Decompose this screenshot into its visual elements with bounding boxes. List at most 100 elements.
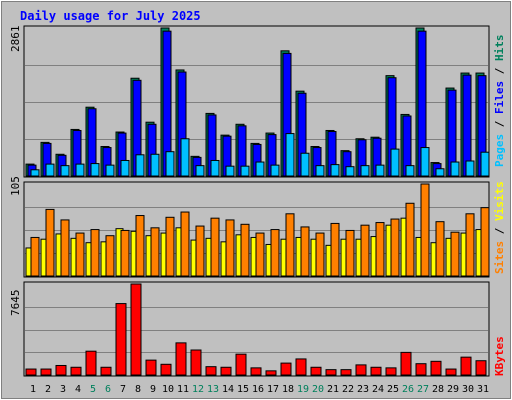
- x-tick-label: 31: [477, 384, 489, 395]
- bar-pages: [135, 154, 145, 177]
- bar-kbytes: [325, 369, 337, 376]
- legend-sites-visits: Sites / Visits: [493, 181, 506, 274]
- x-tick-label: 1: [30, 384, 36, 395]
- x-tick-label: 20: [312, 384, 324, 395]
- bar-pages: [195, 165, 205, 177]
- bar-pages: [405, 165, 415, 177]
- bar-sites: [345, 229, 355, 277]
- x-tick-label: 24: [372, 384, 384, 395]
- bar-pages: [360, 165, 370, 177]
- legend-sites: Sites: [493, 241, 506, 274]
- ymax-label-kbytes: 7645: [9, 290, 22, 317]
- bar-kbytes: [220, 366, 232, 376]
- x-tick-label: 10: [162, 384, 174, 395]
- bar-pages: [165, 151, 175, 177]
- bar-kbytes: [250, 367, 262, 376]
- bar-kbytes: [115, 303, 127, 376]
- bar-sites: [180, 211, 190, 277]
- x-tick-label: 16: [252, 384, 264, 395]
- bar-sites: [435, 221, 445, 277]
- bar-sites: [360, 224, 370, 277]
- x-tick-label: 3: [60, 384, 66, 395]
- bar-pages: [60, 165, 70, 177]
- bar-sites: [45, 208, 55, 277]
- bar-pages: [345, 166, 355, 177]
- bar-sites: [255, 232, 265, 277]
- bar-sites: [420, 183, 430, 277]
- bar-sites: [225, 219, 235, 277]
- x-tick-label: 8: [135, 384, 141, 395]
- x-tick-label: 25: [387, 384, 399, 395]
- bar-sites: [60, 219, 70, 277]
- bar-sites: [195, 225, 205, 277]
- legend-files: Files: [493, 81, 506, 114]
- bar-pages: [285, 133, 295, 177]
- bar-pages: [300, 152, 310, 177]
- bar-kbytes: [340, 369, 352, 376]
- bar-pages: [450, 161, 460, 177]
- bar-sites: [75, 232, 85, 277]
- x-tick-label: 11: [177, 384, 189, 395]
- bar-pages: [210, 159, 220, 177]
- bar-pages: [330, 164, 340, 177]
- x-tick-label: 7: [120, 384, 126, 395]
- bar-kbytes: [70, 366, 82, 376]
- bar-kbytes: [175, 342, 187, 376]
- bar-kbytes: [25, 368, 37, 376]
- legend-hits: Hits: [493, 35, 506, 62]
- bar-pages: [75, 163, 85, 177]
- legend-separator: /: [493, 114, 506, 134]
- bar-kbytes: [205, 366, 217, 376]
- bar-kbytes: [400, 351, 412, 376]
- bar-sites: [480, 207, 490, 277]
- x-tick-label: 15: [237, 384, 249, 395]
- bar-kbytes: [445, 368, 457, 376]
- panel-kbytes: [23, 281, 490, 377]
- bar-pages: [240, 165, 250, 177]
- bar-pages: [150, 153, 160, 177]
- x-tick-label: 21: [327, 384, 339, 395]
- bar-kbytes: [130, 283, 142, 376]
- x-tick-label: 13: [207, 384, 219, 395]
- legend-hits-files-pages: Pages / Files / Hits: [493, 35, 506, 168]
- x-tick-label: 23: [357, 384, 369, 395]
- bar-sites: [105, 235, 115, 277]
- bar-sites: [165, 216, 175, 277]
- x-tick-label: 28: [432, 384, 444, 395]
- bar-kbytes: [100, 366, 112, 376]
- bar-sites: [90, 229, 100, 277]
- bar-kbytes: [430, 360, 442, 376]
- bar-kbytes: [265, 370, 277, 376]
- bar-sites: [465, 213, 475, 277]
- bar-kbytes: [145, 359, 157, 376]
- x-tick-label: 9: [150, 384, 156, 395]
- bar-kbytes: [280, 362, 292, 376]
- bar-pages: [120, 159, 130, 177]
- bar-kbytes: [475, 360, 487, 376]
- ymax-label-visits: 105: [9, 176, 22, 196]
- bar-sites: [210, 217, 220, 277]
- bar-kbytes: [55, 364, 67, 376]
- bar-pages: [180, 138, 190, 177]
- bar-sites: [375, 222, 385, 277]
- bar-kbytes: [235, 353, 247, 376]
- bar-pages: [465, 160, 475, 177]
- x-tick-label: 6: [105, 384, 111, 395]
- x-tick-label: 4: [75, 384, 81, 395]
- bar-sites: [315, 232, 325, 277]
- x-tick-label: 30: [462, 384, 474, 395]
- x-tick-label: 27: [417, 384, 429, 395]
- bar-pages: [90, 163, 100, 177]
- bar-sites: [30, 236, 40, 277]
- bar-pages: [480, 151, 490, 177]
- x-tick-label: 18: [282, 384, 294, 395]
- bar-kbytes: [40, 368, 52, 376]
- bar-kbytes: [310, 366, 322, 376]
- x-tick-label: 17: [267, 384, 279, 395]
- bar-sites: [270, 229, 280, 277]
- bar-pages: [420, 147, 430, 177]
- bar-pages: [30, 169, 40, 177]
- x-tick-label: 19: [297, 384, 309, 395]
